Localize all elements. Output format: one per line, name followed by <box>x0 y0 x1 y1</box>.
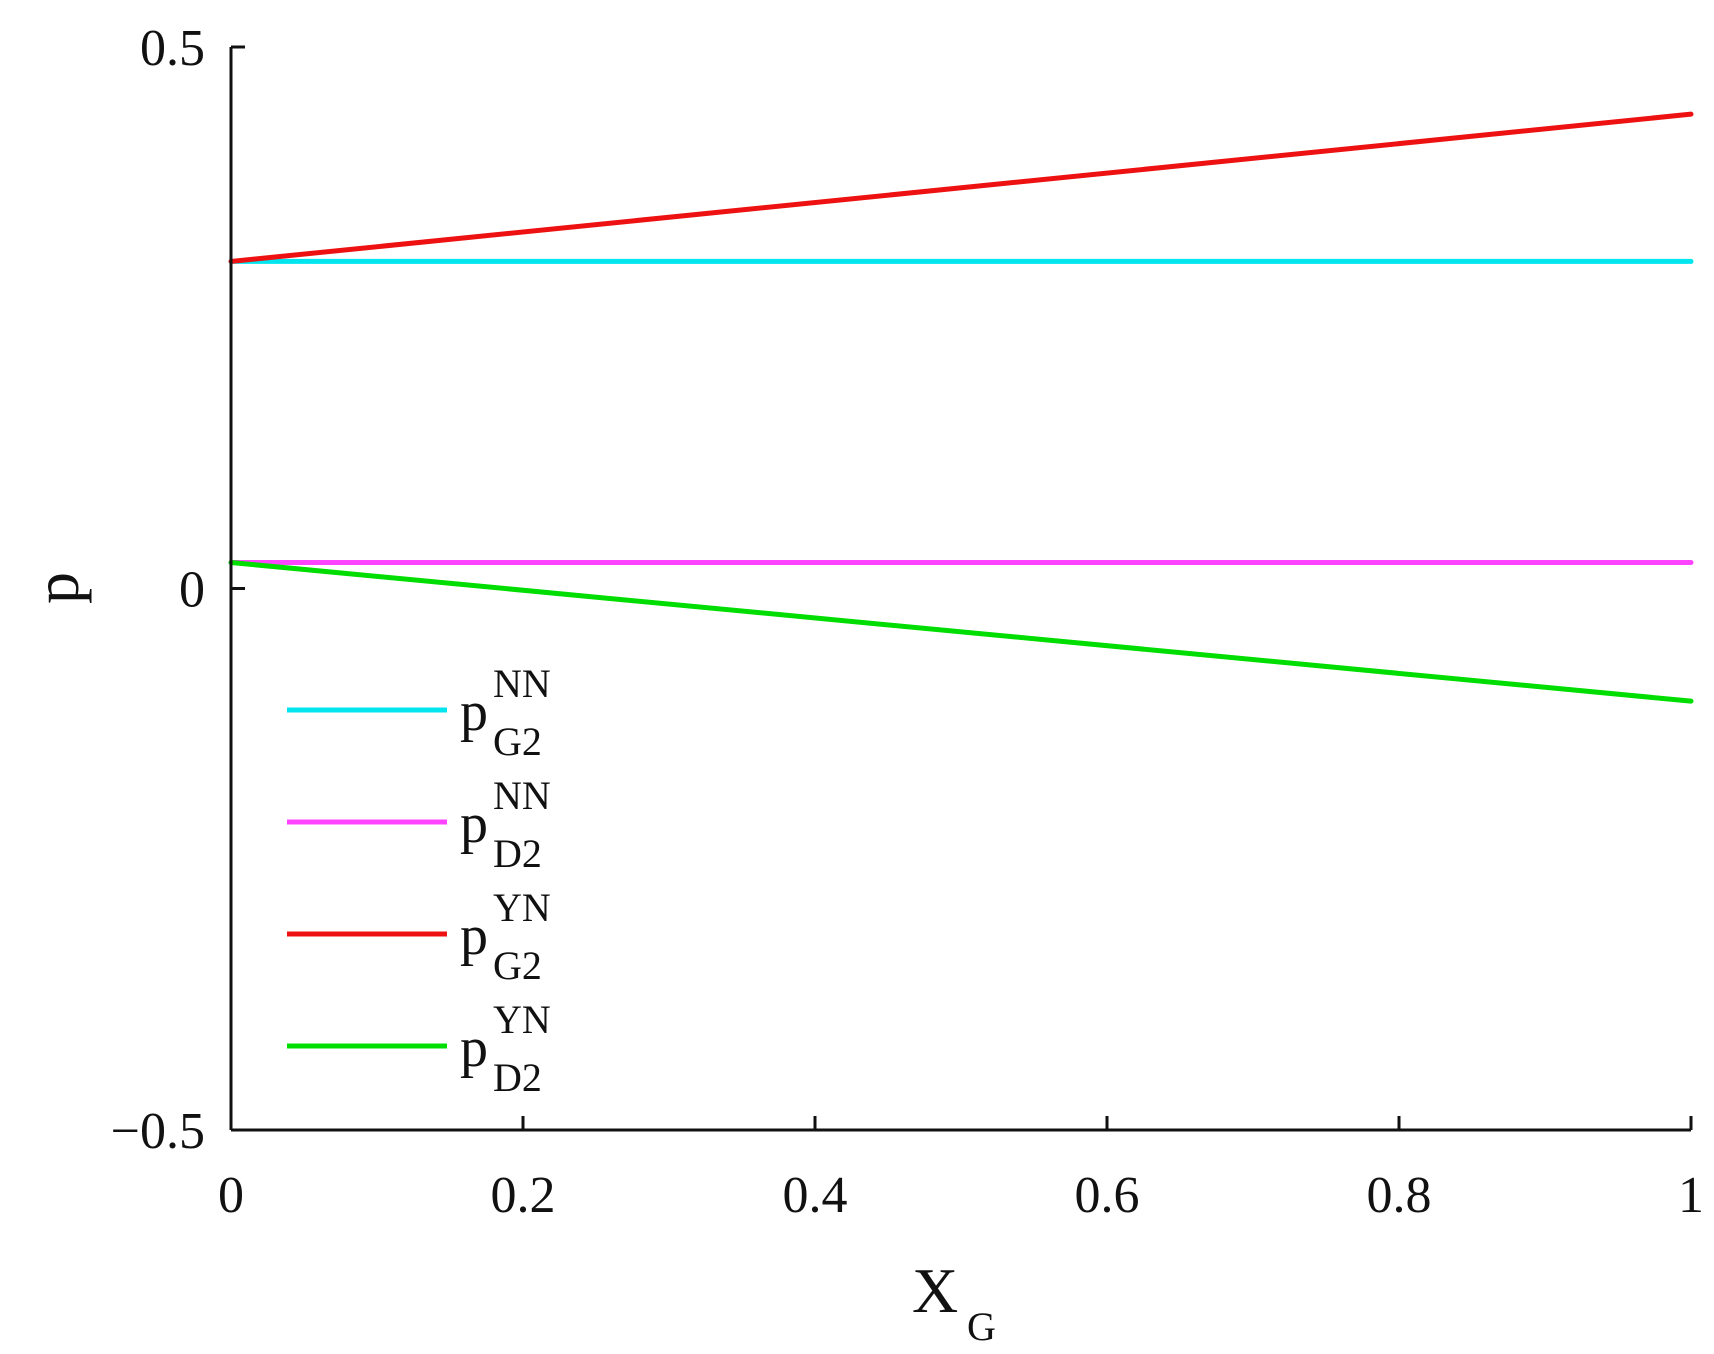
axis-labels: XGp <box>21 572 996 1349</box>
x-tick-label: 0.6 <box>1075 1167 1140 1224</box>
y-tick-label: 0.5 <box>140 20 205 77</box>
x-axis-label: X <box>912 1255 958 1326</box>
legend-label-pD2YN: p <box>460 1017 488 1079</box>
y-axis-label: p <box>21 572 92 604</box>
legend-sub-pD2NN: D2 <box>493 831 542 876</box>
legend-label-pG2NN: p <box>460 681 488 743</box>
legend-label-pG2YN: p <box>460 905 488 967</box>
legend-sub-pG2YN: G2 <box>493 943 542 988</box>
x-tick-label: 0.4 <box>783 1167 848 1224</box>
plot-lines <box>228 111 1694 704</box>
x-tick-label: 0 <box>218 1167 244 1224</box>
legend-sup-pD2YN: YN <box>493 997 551 1042</box>
legend-label-pD2NN: p <box>460 793 488 855</box>
ticks: 0 0.2 0.4 0.6 0.8 1−0.500.5 <box>111 20 1704 1224</box>
legend-sup-pD2NN: NN <box>493 773 551 818</box>
series-line-pG2YN <box>228 111 1694 264</box>
legend-sup-pG2NN: NN <box>493 661 551 706</box>
x-tick-label: 1 <box>1678 1167 1704 1224</box>
legend-sub-pG2NN: G2 <box>493 719 542 764</box>
y-tick-label: 0 <box>179 562 205 619</box>
legend-sup-pG2YN: YN <box>493 885 551 930</box>
legend-sub-pD2YN: D2 <box>493 1055 542 1100</box>
x-tick-label: 0.8 <box>1367 1167 1432 1224</box>
axes <box>229 47 1691 1132</box>
x-axis-label-sub: G <box>967 1304 996 1349</box>
y-tick-label: −0.5 <box>111 1103 205 1160</box>
x-tick-label: 0.2 <box>491 1167 556 1224</box>
series-line-pD2YN <box>228 560 1694 704</box>
